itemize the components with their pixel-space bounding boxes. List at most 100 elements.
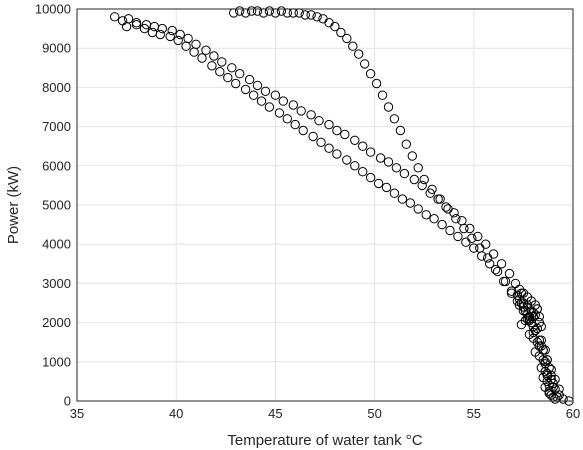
y-tick-label: 10000: [35, 2, 71, 17]
data-point: [530, 310, 540, 320]
data-point: [314, 116, 324, 126]
x-tick-label: 45: [268, 406, 282, 421]
data-point: [197, 53, 207, 63]
data-point: [534, 335, 544, 345]
data-point: [453, 231, 463, 242]
data-point: [324, 119, 334, 130]
data-point: [413, 204, 423, 214]
data-point: [469, 243, 479, 253]
data-point: [401, 139, 411, 149]
data-point: [240, 84, 251, 95]
y-tick-label: 3000: [42, 276, 71, 291]
data-point: [492, 266, 503, 277]
data-point: [473, 231, 483, 242]
data-point: [421, 210, 431, 220]
data-point: [389, 114, 400, 124]
data-point: [270, 90, 281, 100]
y-tick-label: 6000: [42, 158, 71, 173]
plot-frame: [76, 8, 574, 402]
data-point: [477, 251, 487, 261]
data-point: [240, 8, 251, 18]
data-point: [350, 161, 360, 171]
data-point: [294, 8, 304, 18]
data-point: [131, 20, 142, 30]
data-point: [131, 18, 142, 28]
data-point: [201, 45, 211, 55]
data-point: [175, 29, 185, 40]
data-point: [332, 149, 342, 159]
data-point: [435, 194, 445, 204]
data-point: [373, 178, 384, 189]
data-point: [395, 125, 406, 136]
y-tick-label: 2000: [42, 315, 71, 330]
data-point: [409, 174, 419, 185]
data-point: [391, 163, 402, 173]
data-point: [365, 172, 376, 183]
data-point: [256, 96, 267, 106]
data-point: [207, 61, 217, 71]
y-tick-label: 5000: [42, 198, 71, 213]
y-tick-label: 0: [64, 394, 71, 409]
data-point: [500, 276, 511, 287]
data-point: [246, 6, 257, 16]
data-point: [308, 131, 318, 142]
data-point: [488, 249, 499, 259]
data-point: [165, 31, 175, 42]
data-point: [306, 110, 316, 120]
data-point: [465, 223, 475, 234]
data-point: [264, 102, 275, 112]
data-point: [181, 41, 191, 51]
data-point: [336, 27, 346, 38]
data-point: [248, 90, 259, 100]
data-point: [496, 259, 507, 269]
data-point: [417, 180, 427, 191]
y-tick-label: 7000: [42, 119, 71, 134]
y-tick-label: 1000: [42, 354, 71, 369]
x-axis-label: Temperature of water tank °C: [227, 432, 422, 449]
data-point: [475, 243, 485, 253]
data-point: [298, 125, 308, 136]
data-point: [229, 8, 239, 18]
data-point: [149, 21, 160, 32]
data-point: [550, 394, 560, 404]
y-tick-labels: 0 1000 2000 3000 4000 5000 6000 7000 8000 9000 100…: [35, 2, 71, 409]
x-tick-label: 40: [169, 406, 183, 421]
data-point: [358, 167, 368, 177]
data-point: [437, 219, 447, 230]
data-point: [407, 151, 417, 161]
data-point: [121, 21, 132, 32]
data-point: [215, 67, 225, 77]
data-point: [433, 194, 443, 204]
x-tick-label: 50: [367, 406, 381, 421]
x-tick-label: 60: [566, 406, 580, 421]
data-point: [173, 35, 183, 46]
grid: [76, 8, 574, 402]
data-point: [375, 153, 386, 163]
data-point: [485, 259, 495, 269]
data-point: [490, 265, 501, 275]
data-point: [264, 6, 275, 16]
data-point: [117, 16, 128, 26]
data-point: [252, 80, 263, 91]
x-tick-label: 55: [467, 406, 481, 421]
data-point: [223, 72, 233, 83]
data-point: [258, 8, 269, 18]
data-point: [300, 10, 310, 20]
x-tick-labels: 35 40 45 50 55 60: [70, 406, 580, 421]
data-point: [312, 12, 322, 22]
data-point: [191, 39, 201, 49]
data-point: [290, 119, 300, 130]
data-point: [217, 57, 227, 67]
data-point: [354, 49, 364, 59]
data-point: [506, 286, 517, 296]
data-point: [381, 182, 392, 193]
data-point: [276, 6, 287, 16]
data-point: [429, 214, 439, 224]
data-point: [282, 114, 292, 124]
data-point: [419, 174, 429, 185]
data-point: [330, 21, 340, 32]
data-point: [504, 268, 515, 279]
data-point: [365, 147, 376, 157]
data-point: [342, 155, 352, 165]
